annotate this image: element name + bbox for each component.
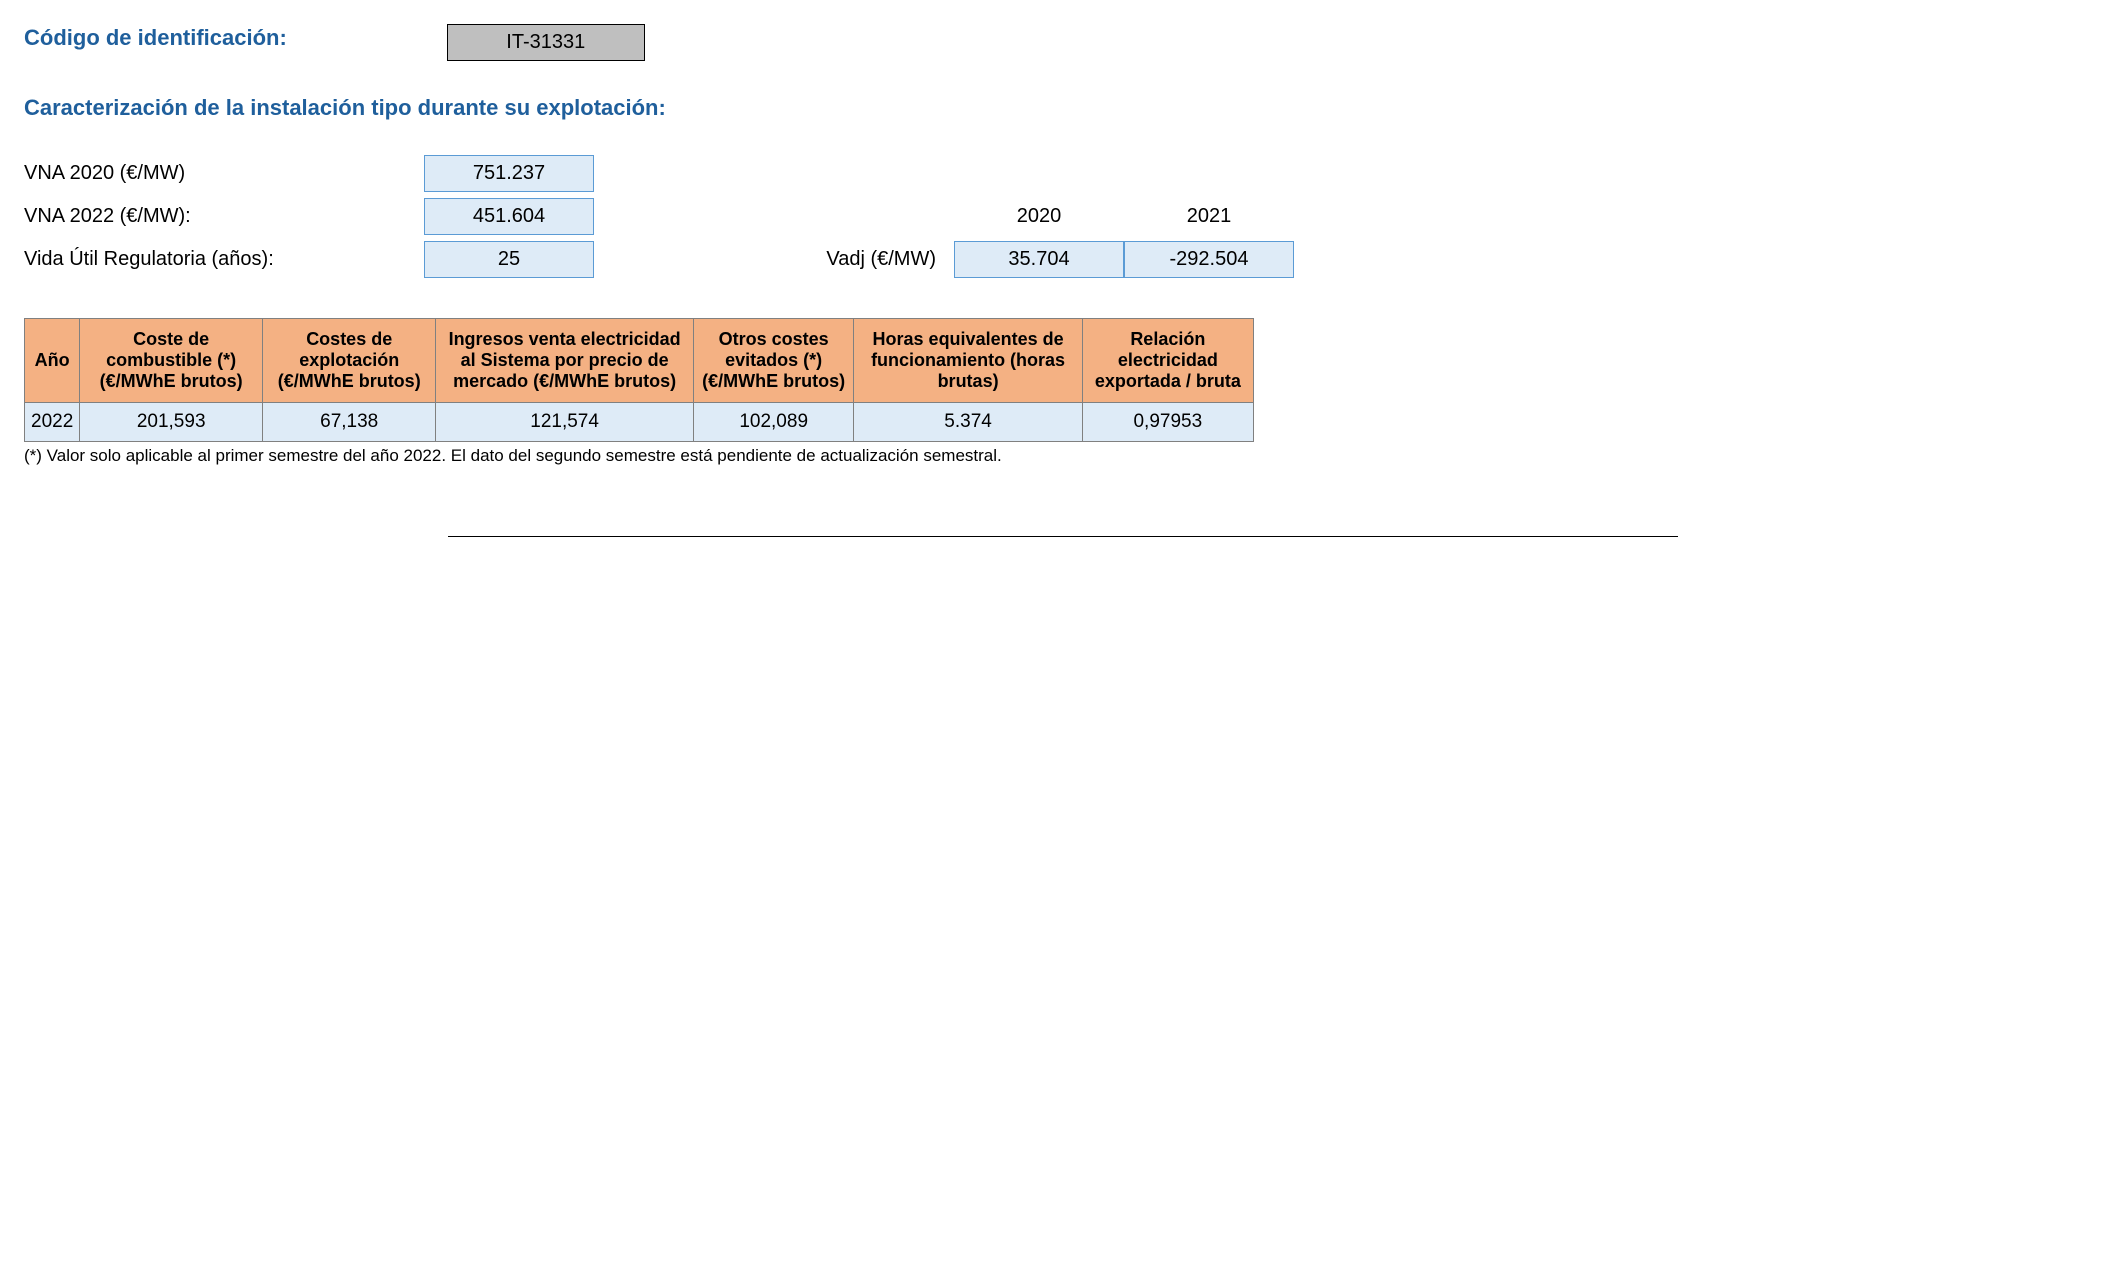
data-table: Año Coste de combustible (*) (€/MWhE bru… <box>24 318 1254 442</box>
col-year: Año <box>25 319 80 403</box>
separator <box>448 536 1678 537</box>
col-operating-cost: Costes de explotación (€/MWhE brutos) <box>263 319 436 403</box>
vida-label: Vida Útil Regulatoria (años): <box>24 248 424 271</box>
vna2022-value: 451.604 <box>424 198 594 235</box>
cell-year: 2022 <box>25 403 80 442</box>
vida-value: 25 <box>424 241 594 278</box>
cell-sales-income: 121,574 <box>436 403 694 442</box>
col-fuel-cost: Coste de combustible (*) (€/MWhE brutos) <box>80 319 263 403</box>
vadj-2020-value: 35.704 <box>954 241 1124 278</box>
col-equiv-hours: Horas equivalentes de funcionamiento (ho… <box>854 319 1082 403</box>
code-label: Código de identificación: <box>24 25 287 51</box>
cell-operating-cost: 67,138 <box>263 403 436 442</box>
vna2020-value: 751.237 <box>424 155 594 192</box>
col-export-ratio: Relación electricidad exportada / bruta <box>1082 319 1253 403</box>
table-row: 2022 201,593 67,138 121,574 102,089 5.37… <box>25 403 1254 442</box>
table-header-row: Año Coste de combustible (*) (€/MWhE bru… <box>25 319 1254 403</box>
vadj-2021-value: -292.504 <box>1124 241 1294 278</box>
vna2020-label: VNA 2020 (€/MW) <box>24 162 424 185</box>
vadj-year-2021: 2021 <box>1124 205 1294 228</box>
cell-export-ratio: 0,97953 <box>1082 403 1253 442</box>
cell-equiv-hours: 5.374 <box>854 403 1082 442</box>
col-avoided-cost: Otros costes evitados (*) (€/MWhE brutos… <box>693 319 854 403</box>
footnote: (*) Valor solo aplicable al primer semes… <box>24 446 1254 466</box>
params-grid: VNA 2020 (€/MW) 751.237 VNA 2022 (€/MW):… <box>24 155 2102 278</box>
cell-avoided-cost: 102,089 <box>693 403 854 442</box>
code-header-row: Código de identificación: IT-31331 <box>24 24 2102 61</box>
vadj-label: Vadj (€/MW) <box>814 248 954 271</box>
vna2022-label: VNA 2022 (€/MW): <box>24 205 424 228</box>
code-value-box: IT-31331 <box>447 24 645 61</box>
vadj-year-2020: 2020 <box>954 205 1124 228</box>
col-sales-income: Ingresos venta electricidad al Sistema p… <box>436 319 694 403</box>
cell-fuel-cost: 201,593 <box>80 403 263 442</box>
section-title: Caracterización de la instalación tipo d… <box>24 95 2102 121</box>
